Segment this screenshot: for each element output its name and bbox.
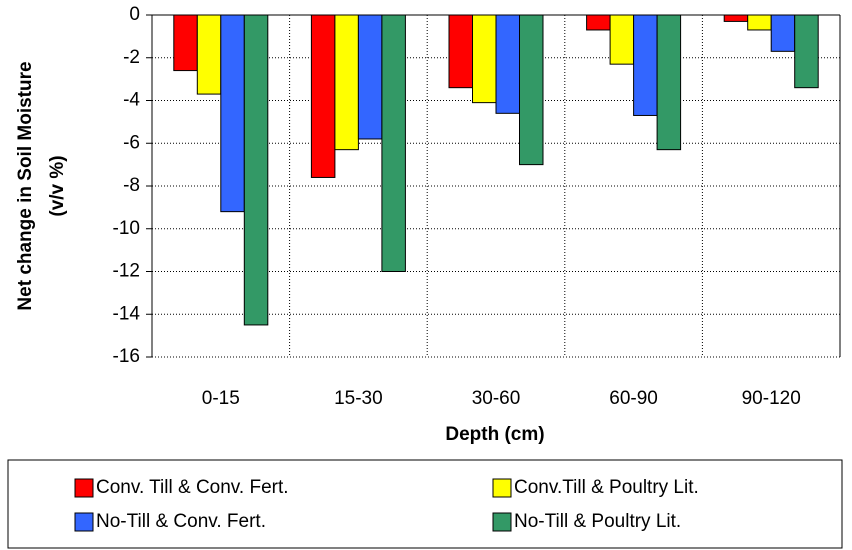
y-tick-label: -2: [123, 47, 140, 68]
bar: [243, 14, 269, 326]
y-tick-label: 0: [129, 4, 140, 25]
y-tick-label: -14: [113, 303, 141, 324]
legend-label: Conv. Till & Conv. Fert.: [96, 477, 289, 498]
legend-box: [7, 459, 843, 549]
x-tick-label: 15-30: [334, 388, 383, 409]
x-tick-label: 0-15: [202, 388, 240, 409]
bar: [472, 14, 497, 104]
y-tick-label: -4: [123, 90, 140, 111]
legend-swatch: [74, 478, 94, 498]
bar: [495, 14, 520, 114]
bar: [448, 14, 473, 89]
bar: [220, 14, 245, 213]
x-tick-label: 90-120: [742, 388, 801, 409]
y-tick-label: -10: [113, 218, 140, 239]
bar: [633, 14, 658, 116]
bar: [770, 14, 796, 52]
bar: [357, 14, 383, 140]
legend-swatch: [492, 512, 512, 532]
y-tick-label: -12: [113, 261, 140, 282]
x-tick-label: 60-90: [609, 388, 658, 409]
legend-label: Conv.Till & Poultry Lit.: [514, 477, 699, 498]
bar: [334, 14, 359, 151]
x-axis-label: Depth (cm): [445, 424, 544, 445]
y-axis-label: Net change in Soil Moisture: [15, 61, 36, 310]
bar: [609, 14, 635, 65]
bar: [519, 14, 544, 166]
bar: [586, 14, 611, 31]
legend-label: No-Till & Conv. Fert.: [96, 511, 266, 532]
bar: [747, 14, 772, 31]
bar: [173, 14, 198, 72]
legend-label: No-Till & Poultry Lit.: [514, 511, 681, 532]
legend-swatch: [74, 512, 94, 532]
bar: [381, 14, 406, 272]
bar: [723, 14, 749, 22]
bar: [310, 14, 336, 178]
y-tick-label: -16: [113, 346, 140, 367]
x-tick-label: 30-60: [472, 388, 521, 409]
y-axis-unit: (v/v %): [47, 155, 68, 216]
legend-swatch: [492, 478, 512, 498]
bar: [794, 14, 819, 89]
bar: [196, 14, 222, 95]
y-tick-label: -6: [123, 132, 140, 153]
bar: [656, 14, 682, 151]
y-tick-label: -8: [123, 175, 140, 196]
